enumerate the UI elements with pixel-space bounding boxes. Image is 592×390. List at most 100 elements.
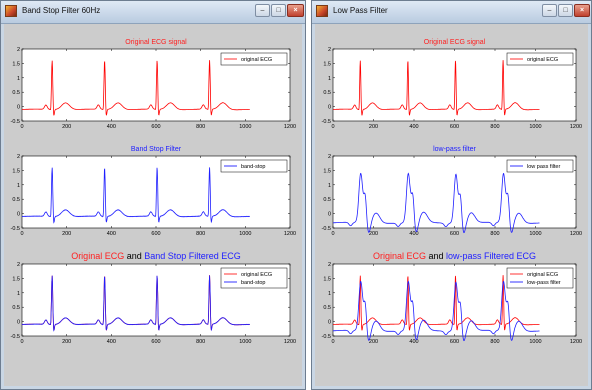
filtered-ecg-line (333, 172, 540, 234)
title-part: and (426, 251, 446, 261)
minimize-button[interactable]: – (542, 4, 557, 17)
y-tick-label: 0 (328, 212, 331, 218)
x-tick-label: 600 (151, 124, 160, 130)
title-bar[interactable]: Band Stop Filter 60Hz – □ × (1, 1, 305, 24)
y-tick-label: 1 (17, 291, 20, 297)
x-tick-label: 1200 (570, 339, 582, 345)
legend[interactable]: low pass filter (506, 159, 574, 173)
x-tick-label: 1000 (239, 231, 251, 237)
y-tick-label: 0 (17, 105, 20, 111)
legend[interactable]: original ECG (506, 52, 574, 66)
x-tick-label: 600 (450, 124, 459, 130)
x-tick-label: 600 (450, 339, 459, 345)
legend-box (506, 159, 574, 173)
y-tick-label: 0 (17, 320, 20, 326)
title-part: Original ECG signal (424, 39, 486, 46)
legend[interactable]: original ECG band-stop (220, 267, 288, 289)
window-title: Band Stop Filter 60Hz (22, 6, 101, 15)
x-tick-label: 1000 (529, 124, 541, 130)
filtered-ecg-line (21, 275, 251, 332)
x-tick-label: 0 (331, 339, 334, 345)
x-tick-label: 0 (20, 339, 23, 345)
x-tick-label: 400 (409, 339, 418, 345)
x-tick-label: 400 (107, 124, 116, 130)
y-tick-label: 1 (17, 76, 20, 82)
title-part: and (124, 251, 144, 261)
y-tick-label: 1 (328, 76, 331, 82)
subplot-title: Band Stop Filter (131, 146, 182, 153)
y-tick-label: 1.5 (12, 61, 20, 67)
close-button[interactable]: × (574, 4, 590, 17)
y-tick-label: 1.5 (323, 276, 331, 282)
legend-label: original ECG (527, 272, 558, 278)
subplot-title: Original ECG and Band Stop Filtered ECG (71, 251, 241, 261)
legend[interactable]: band-stop (220, 159, 288, 173)
subplot-title: Original ECG signal (125, 39, 187, 46)
x-tick-label: 1000 (529, 231, 541, 237)
x-tick-label: 0 (331, 231, 334, 237)
y-tick-label: -0.5 (11, 119, 20, 125)
legend[interactable]: original ECG (220, 52, 288, 66)
low-pass-window[interactable]: Low Pass Filter – □ × Original ECG signa… (311, 0, 592, 390)
close-button[interactable]: × (287, 4, 304, 17)
title-part: Original ECG (373, 251, 426, 261)
x-tick-label: 800 (196, 231, 205, 237)
y-tick-label: 2 (328, 47, 331, 53)
subplot-2: low-pass filter 0 200 400 600 800 1000 1200 -0.5… (322, 146, 583, 237)
x-tick-label: 200 (62, 124, 71, 130)
title-part: low-pass filter (433, 146, 476, 153)
x-tick-label: 400 (409, 124, 418, 130)
y-tick-label: 1.5 (12, 168, 20, 174)
legend-label: band-stop (241, 280, 265, 286)
title-part: Band Stop Filtered ECG (144, 251, 241, 261)
y-tick-label: 0.5 (12, 197, 20, 203)
subplot-3: Original ECG and Band Stop Filtered ECG 0… (11, 251, 297, 345)
filtered-ecg-line (21, 167, 251, 224)
x-tick-label: 0 (20, 124, 23, 130)
subplot-title: Original ECG signal (424, 39, 486, 46)
maximize-button[interactable]: □ (558, 4, 573, 17)
title-bar[interactable]: Low Pass Filter – □ × (312, 1, 591, 24)
original-ecg-line (333, 60, 540, 116)
legend-label: band-stop (241, 164, 265, 170)
x-tick-label: 200 (62, 231, 71, 237)
x-tick-label: 1000 (239, 124, 251, 130)
y-tick-label: 1.5 (323, 168, 331, 174)
minimize-button[interactable]: – (255, 4, 270, 17)
x-tick-label: 600 (151, 231, 160, 237)
x-tick-label: 200 (369, 339, 378, 345)
y-tick-label: -0.5 (322, 334, 331, 340)
subplot-2: Band Stop Filter 0 200 400 600 800 1000 1200 -0.… (11, 146, 297, 237)
x-tick-label: 600 (450, 231, 459, 237)
x-tick-label: 1200 (570, 231, 582, 237)
x-tick-label: 200 (62, 339, 71, 345)
y-tick-label: -0.5 (322, 119, 331, 125)
legend-label: low pass filter (527, 164, 560, 170)
x-tick-label: 800 (196, 339, 205, 345)
x-tick-label: 800 (490, 339, 499, 345)
x-tick-label: 1200 (570, 124, 582, 130)
x-tick-label: 400 (409, 231, 418, 237)
y-tick-label: 0.5 (323, 90, 331, 96)
legend[interactable]: original ECG low-pass filter (506, 267, 574, 289)
y-tick-label: 2 (328, 154, 331, 160)
y-tick-label: -0.5 (11, 226, 20, 232)
y-tick-label: 0 (17, 212, 20, 218)
legend-label: original ECG (241, 57, 272, 63)
y-tick-label: 0.5 (12, 90, 20, 96)
original-ecg-line (22, 60, 250, 116)
legend-box (506, 267, 574, 289)
legend-label: original ECG (527, 57, 558, 63)
subplot-3: Original ECG and low-pass Filtered ECG 0 2… (322, 251, 583, 345)
figure-area: Original ECG signal 0 200 400 600 800 1000 1200… (315, 24, 588, 386)
x-tick-label: 0 (331, 124, 334, 130)
x-tick-label: 1000 (529, 339, 541, 345)
maximize-button[interactable]: □ (271, 4, 286, 17)
y-tick-label: 2 (17, 262, 20, 268)
y-tick-label: -0.5 (322, 226, 331, 232)
x-tick-label: 1200 (284, 339, 296, 345)
band-stop-window[interactable]: Band Stop Filter 60Hz – □ × Original ECG… (0, 0, 306, 390)
